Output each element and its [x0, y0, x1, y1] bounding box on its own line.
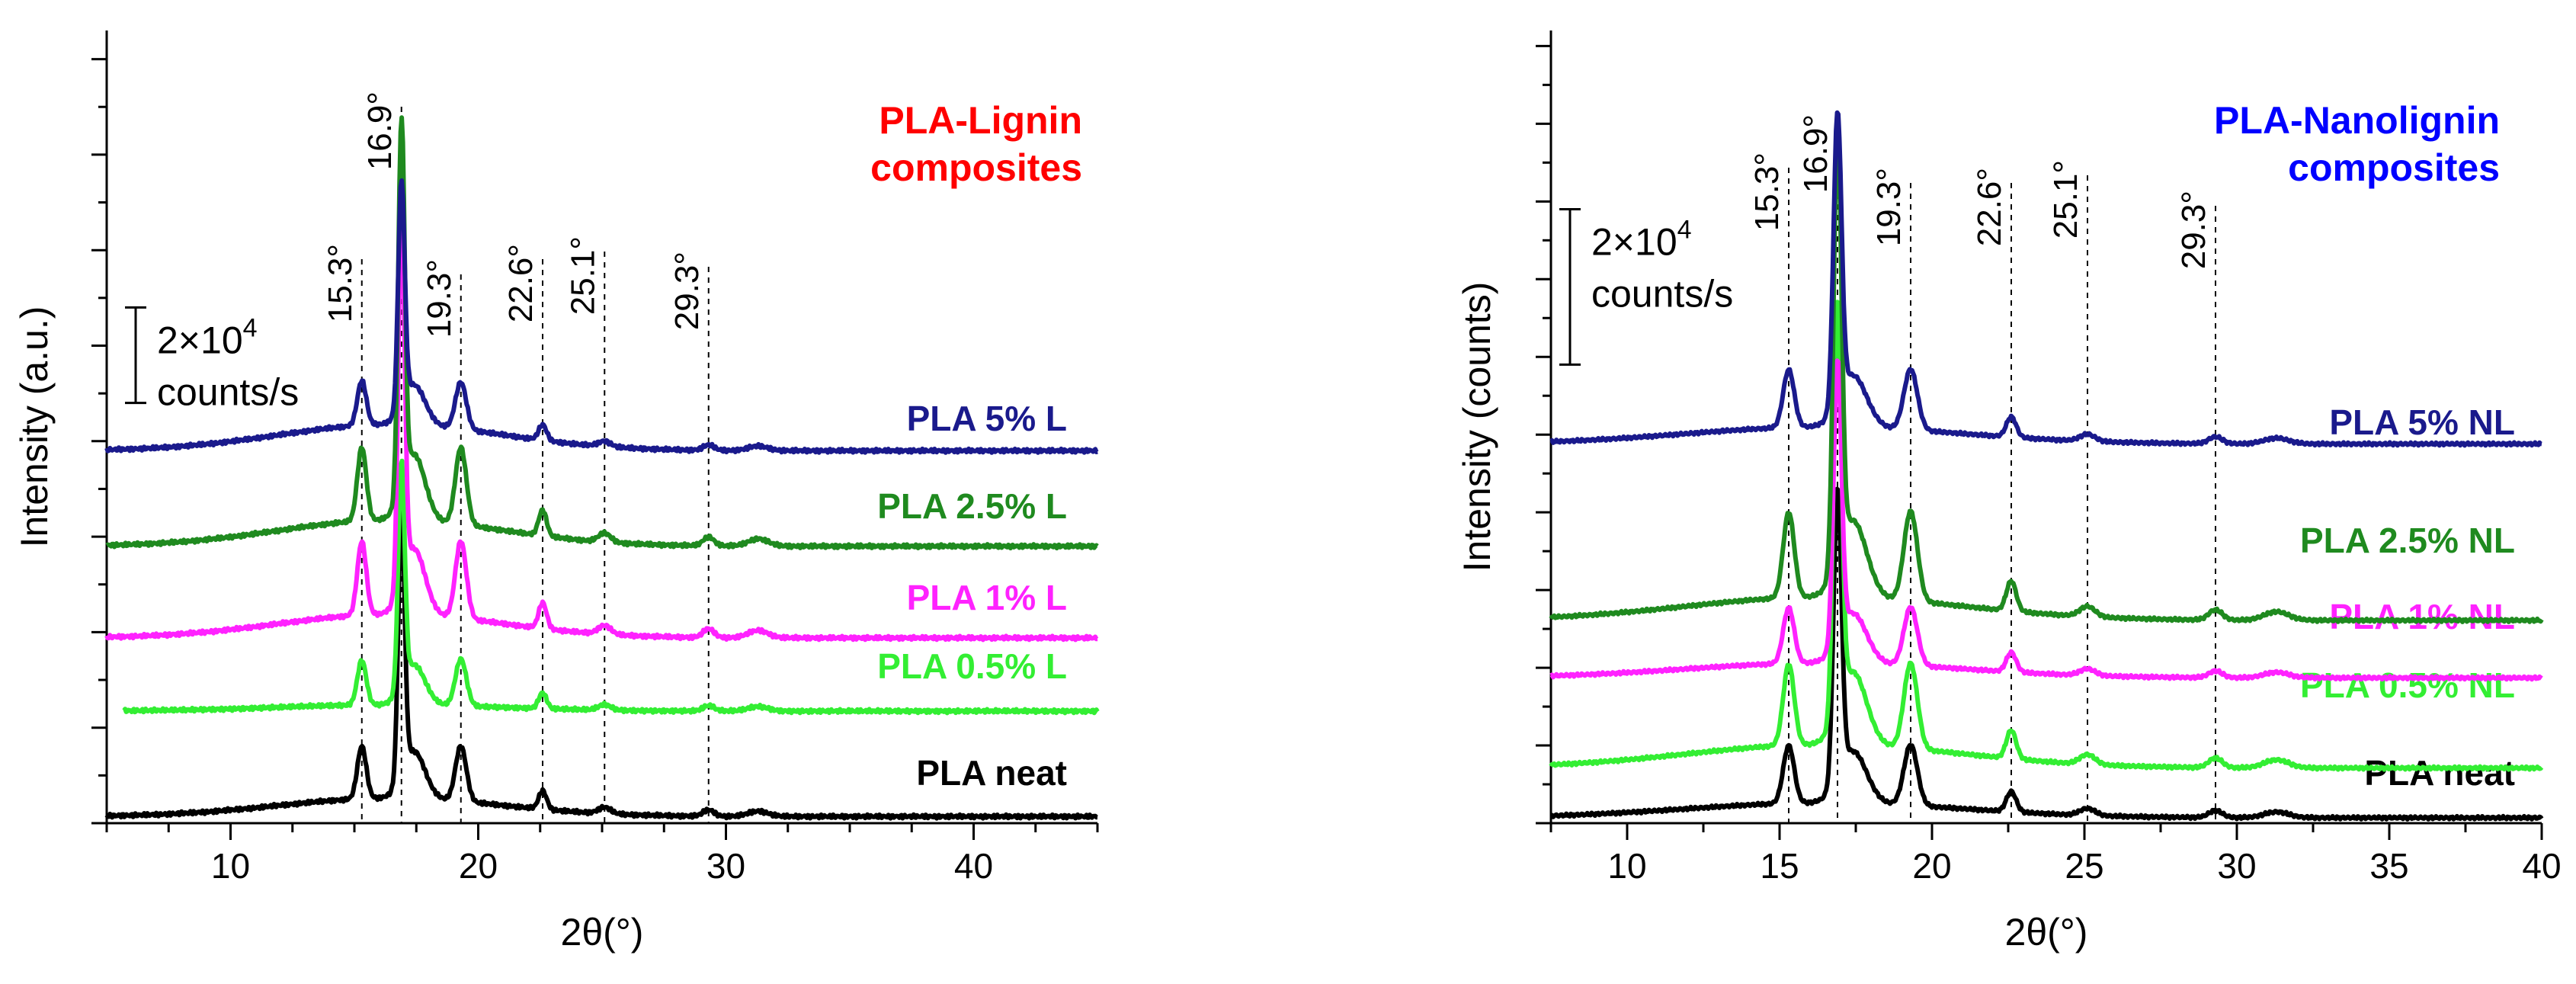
peak-label: 22.6° — [1971, 168, 2008, 246]
x-tick-label: 20 — [459, 846, 498, 886]
x-tick-label: 30 — [2217, 846, 2256, 886]
peak-label: 22.6° — [502, 244, 540, 322]
xrd-curve-pla-5-l — [104, 178, 1099, 455]
chart-title: PLA-Nanolignin — [2214, 99, 2500, 142]
series-label: PLA 2.5% L — [877, 486, 1067, 526]
x-tick-label: 40 — [954, 846, 993, 886]
chart-title: PLA-Lignin — [879, 99, 1082, 142]
xrd-curve-pla-neat — [104, 508, 1099, 821]
series-label: PLA neat — [916, 753, 1067, 793]
peak-label: 25.1° — [2047, 160, 2084, 239]
x-tick-label: 10 — [1607, 846, 1646, 886]
x-tick-label: 20 — [1912, 846, 1951, 886]
peak-label: 15.3° — [322, 244, 359, 322]
peak-label: 29.3° — [668, 252, 706, 330]
x-tick-label: 30 — [706, 846, 745, 886]
scale-bar-unit: counts/s — [157, 370, 299, 413]
series-label: PLA 5% NL — [2329, 402, 2515, 442]
x-tick-label: 10 — [211, 846, 250, 886]
xrd-curve-pla-0-5-l — [122, 458, 1100, 716]
peak-label: 16.9° — [361, 91, 399, 170]
peak-label: 15.3° — [1748, 152, 1786, 231]
peak-label: 19.3° — [1870, 168, 1908, 246]
scale-bar-exponent: 4 — [243, 313, 258, 342]
y-axis-label: Intensity (a.u.) — [13, 306, 56, 548]
series-label: PLA 1% NL — [2329, 597, 2515, 636]
xrd-curve-pla-0-5-nl — [1549, 300, 2544, 772]
series-label: PLA 1% L — [907, 578, 1067, 617]
y-axis-label: Intensity (counts) — [1456, 282, 1498, 572]
xrd-curve-pla-neat — [1549, 486, 2544, 822]
peak-label: 29.3° — [2175, 191, 2212, 269]
series-label: PLA 2.5% NL — [2300, 521, 2515, 560]
x-tick-label: 15 — [1760, 846, 1799, 886]
series-label: PLA 0.5% NL — [2300, 665, 2515, 705]
x-axis-label: 2θ(°) — [2005, 911, 2088, 954]
scale-bar-value: 2×104 — [1591, 216, 1692, 264]
chart-panel-2: 10 15 20 25 30 35 40 2θ(°) Intensity (counts) 15.… — [1456, 30, 2562, 954]
series-label: PLA 0.5% L — [877, 646, 1067, 686]
peak-label: 25.1° — [564, 236, 601, 315]
xrd-curve-pla-2-5-nl — [1549, 129, 2544, 624]
xrd-curve-pla-5-nl — [1549, 110, 2543, 448]
x-tick-label: 40 — [2522, 846, 2561, 886]
chart-title: composites — [870, 146, 1082, 189]
scale-bar-value: 2×104 — [157, 313, 258, 361]
scale-bar-exponent: 4 — [1677, 216, 1692, 245]
xrd-curve-pla-1-nl — [1549, 358, 2543, 682]
scale-bar-unit: counts/s — [1591, 273, 1733, 316]
x-tick-label: 35 — [2369, 846, 2408, 886]
chart-panel-1: 10 20 30 40 2θ(°) Intensity (a.u.) 15.3° 16.9° 1… — [13, 30, 1100, 954]
series-label: PLA neat — [2364, 753, 2515, 793]
chart-title: composites — [2288, 146, 2500, 189]
peak-label: 19.3° — [421, 259, 458, 338]
x-tick-label: 25 — [2065, 846, 2103, 886]
x-axis-label: 2θ(°) — [561, 911, 644, 954]
xrd-curve-pla-1-l — [104, 210, 1099, 643]
peak-label: 16.9° — [1797, 114, 1834, 193]
series-label: PLA 5% L — [907, 399, 1067, 438]
xrd-curve-pla-2-5-l — [105, 115, 1099, 551]
